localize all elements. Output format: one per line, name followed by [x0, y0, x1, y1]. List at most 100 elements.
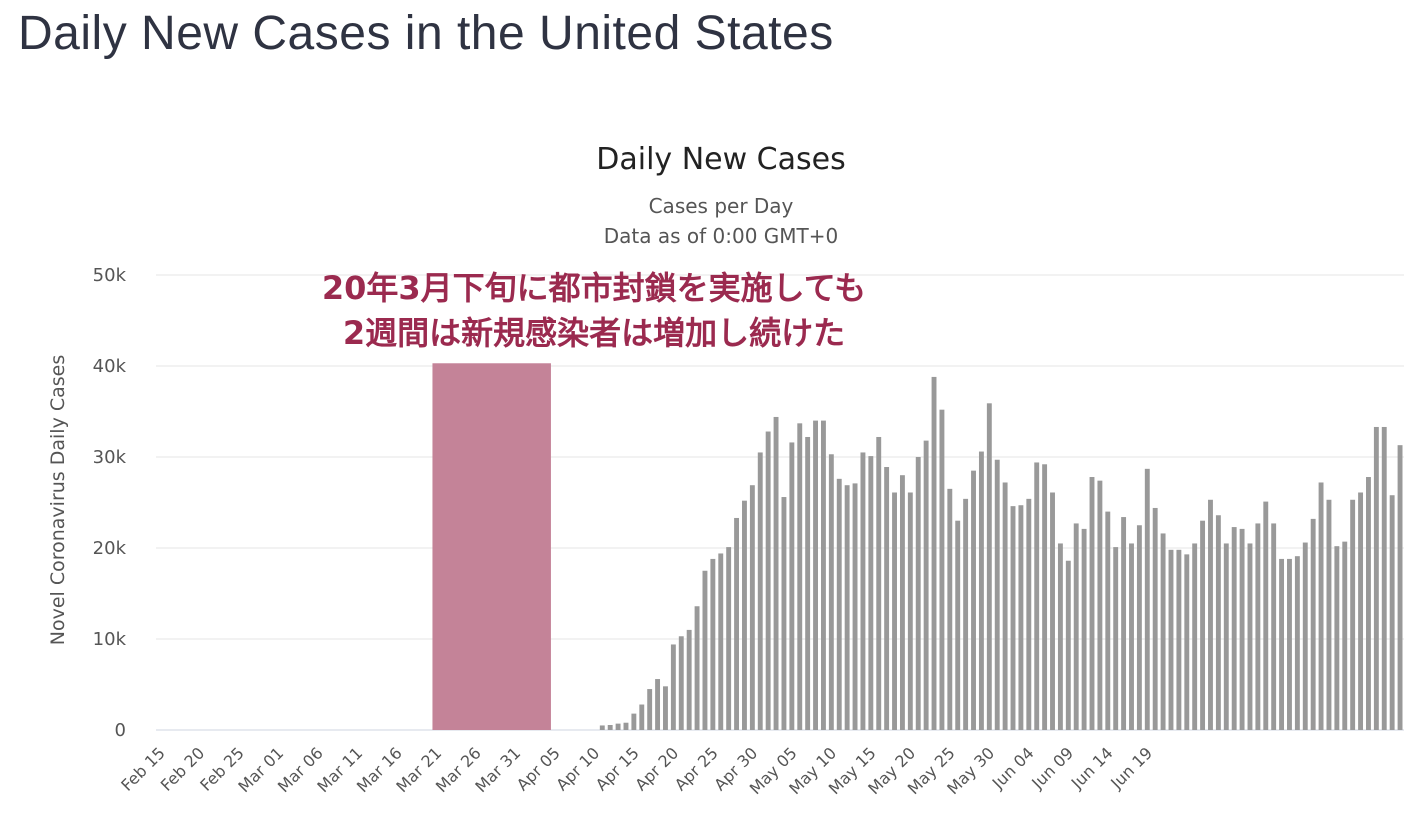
bar	[939, 409, 945, 730]
bar	[639, 704, 645, 730]
bar	[1208, 499, 1213, 730]
bar	[1144, 468, 1150, 730]
bar	[1381, 426, 1387, 730]
bar	[1073, 523, 1079, 730]
x-tick-label: Mar 31	[471, 743, 524, 796]
bar	[1121, 517, 1127, 730]
x-tick-label: Apr 10	[552, 743, 603, 794]
y-tick-label: 50k	[93, 265, 127, 286]
x-tick-label: Jun 09	[1027, 743, 1077, 793]
x-tick-label: Apr 15	[592, 743, 643, 794]
bar	[765, 431, 771, 730]
bar	[1334, 546, 1340, 730]
chart-subtitle: Cases per Day	[649, 194, 794, 218]
bar	[607, 725, 613, 730]
bar	[1050, 492, 1055, 730]
bar	[899, 475, 905, 730]
bar	[1215, 515, 1221, 730]
bar	[1366, 477, 1371, 730]
bar	[1152, 507, 1158, 730]
bar	[1231, 527, 1237, 730]
x-tick-label: Apr 25	[671, 743, 722, 794]
bar	[678, 636, 684, 730]
bar	[1168, 549, 1174, 730]
bar	[820, 420, 826, 730]
bar	[1302, 542, 1308, 730]
bar	[978, 451, 984, 730]
bar	[631, 713, 637, 730]
bar	[702, 570, 708, 730]
bar	[994, 459, 1000, 730]
bar	[868, 456, 874, 730]
bar	[1271, 523, 1277, 730]
y-tick-label: 30k	[93, 447, 127, 468]
bar	[694, 606, 700, 730]
bar	[1042, 464, 1048, 730]
bar	[1113, 547, 1119, 730]
y-tick-label: 40k	[93, 356, 127, 377]
x-tick-label: Jun 14	[1067, 743, 1117, 793]
bar	[1287, 558, 1292, 730]
bar	[797, 423, 803, 730]
bar	[615, 723, 621, 730]
bar	[734, 517, 740, 730]
bar	[749, 485, 755, 730]
bar	[836, 478, 842, 730]
bar	[757, 452, 763, 730]
bar	[947, 488, 953, 730]
bar	[907, 492, 913, 730]
bar	[876, 436, 882, 730]
bar	[884, 467, 890, 730]
bar	[1294, 556, 1300, 730]
bar	[1279, 558, 1285, 730]
bar	[1310, 518, 1316, 730]
x-tick-label: Feb 15	[117, 743, 168, 794]
bar	[852, 483, 858, 730]
x-tick-label: Jun 19	[1106, 743, 1156, 793]
bar	[1010, 506, 1016, 730]
bar	[963, 498, 969, 730]
bar	[1034, 462, 1040, 730]
bar	[599, 725, 605, 730]
bar	[781, 497, 787, 730]
bar	[1192, 543, 1198, 730]
lockdown-highlight	[432, 363, 551, 730]
x-tick-label: Jun 04	[988, 743, 1038, 793]
bar	[860, 452, 866, 730]
bar	[915, 457, 921, 730]
bar	[1239, 528, 1245, 730]
bar	[1200, 520, 1206, 730]
bar	[1097, 480, 1103, 730]
bar	[1065, 560, 1071, 730]
bar	[1389, 495, 1395, 730]
bar	[892, 492, 897, 730]
bar	[1184, 554, 1190, 730]
bar	[1326, 499, 1332, 730]
chart-subtitle-date: Data as of 0:00 GMT+0	[604, 224, 839, 248]
bar	[986, 403, 992, 730]
bar-series	[599, 376, 1403, 730]
bar	[1026, 498, 1032, 730]
bar	[1342, 541, 1348, 730]
bar	[1089, 477, 1095, 730]
y-axis-label: Novel Coronavirus Daily Cases	[47, 355, 69, 646]
bar	[1397, 445, 1403, 730]
bar	[813, 420, 818, 730]
bar	[971, 470, 976, 730]
bar	[1105, 511, 1111, 730]
bar	[710, 558, 716, 730]
bar	[1129, 543, 1134, 730]
x-tick-label: Apr 20	[631, 743, 682, 794]
bar	[923, 440, 929, 730]
bar	[742, 500, 747, 730]
bar	[789, 442, 795, 730]
page-title: Daily New Cases in the United States	[18, 7, 834, 60]
y-tick-label: 20k	[93, 538, 127, 559]
bar	[1350, 499, 1356, 730]
gridlines	[156, 274, 1404, 731]
bar	[686, 629, 692, 730]
y-tick-label: 10k	[93, 629, 127, 650]
bar	[1160, 533, 1166, 730]
